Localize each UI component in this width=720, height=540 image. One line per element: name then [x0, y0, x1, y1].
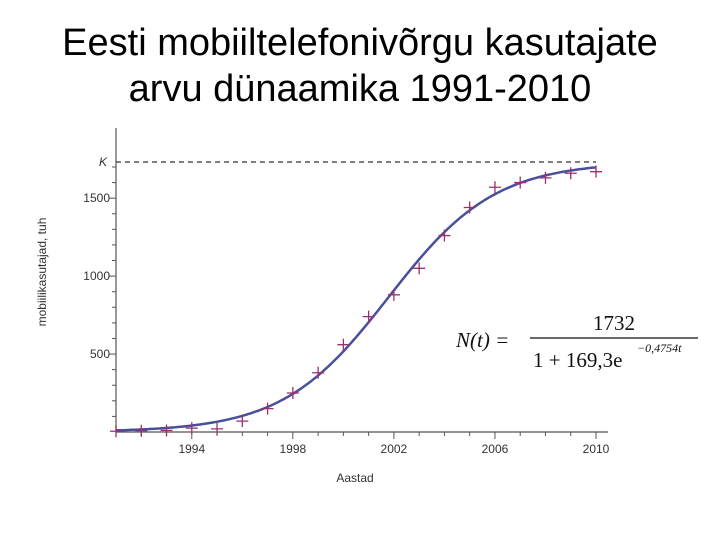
data-point: [590, 165, 602, 178]
data-point: [110, 425, 122, 438]
data-point: [261, 402, 274, 415]
axes: [115, 128, 608, 433]
x-tick-label: 2010: [583, 442, 610, 456]
data-point: [488, 181, 501, 194]
y-tick-label: 1500: [83, 191, 110, 205]
data-point: [387, 288, 400, 301]
data-point: [135, 424, 148, 437]
data-point: [514, 176, 527, 189]
formula-denominator: 1 + 169,3e: [533, 348, 622, 372]
data-point: [236, 415, 249, 428]
y-tick-label: 500: [90, 347, 110, 361]
data-point: [337, 338, 350, 351]
formula-numerator: 1732: [593, 311, 635, 335]
chart-title: Eesti mobiiltelefonivõrgu kasutajate arv…: [0, 20, 720, 112]
data-point: [211, 422, 224, 435]
x-tick-label: 1994: [178, 442, 205, 456]
data-point: [160, 424, 173, 437]
logistic-curve: [115, 166, 597, 432]
asymptote-group: K: [99, 155, 596, 169]
data-point: [438, 229, 451, 242]
ticks: 1994 1998 2002 2006 2010 500 1000 1500: [83, 166, 610, 456]
data-point: [312, 366, 325, 379]
formula: N(t) = 1732 1 + 169,3e −0,4754t: [455, 311, 698, 372]
x-tick-label: 2006: [482, 442, 509, 456]
data-point: [286, 387, 299, 400]
x-tick-label: 2002: [381, 442, 408, 456]
data-point: [564, 167, 577, 180]
y-tick-label: 1000: [83, 269, 110, 283]
x-axis-label: Aastad: [336, 471, 373, 485]
data-point: [539, 171, 552, 184]
asymptote-label: K: [99, 155, 108, 169]
y-axis-label: mobiilikasutajad, tuh: [35, 218, 49, 327]
data-points: [110, 165, 602, 438]
title-line-1: Eesti mobiiltelefonivõrgu kasutajate: [62, 22, 658, 64]
data-point: [362, 310, 375, 323]
formula-lhs: N(t) =: [455, 328, 509, 352]
formula-exponent: −0,4754t: [637, 341, 682, 355]
x-tick-label: 1998: [279, 442, 306, 456]
data-point: [185, 422, 198, 435]
data-point: [413, 262, 426, 275]
title-line-2: arvu dünaamika 1991-2010: [128, 68, 592, 110]
data-point: [463, 201, 476, 214]
